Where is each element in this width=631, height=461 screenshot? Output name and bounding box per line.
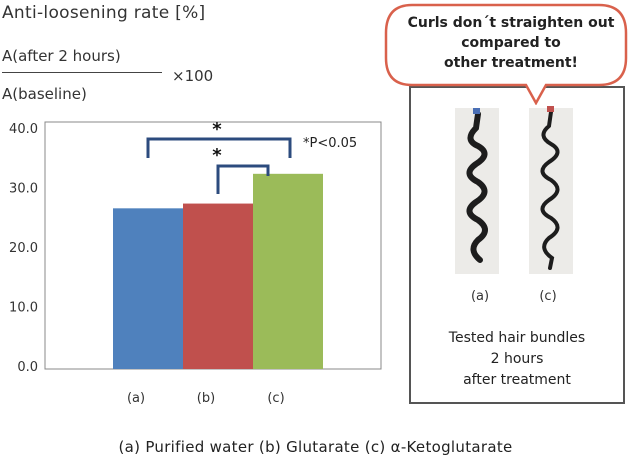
formula-multiplier: ×100: [172, 67, 214, 85]
formula-fraction-bar: [2, 72, 162, 73]
y-tick-label: 30.0: [9, 182, 38, 197]
significance-star-2: *: [212, 145, 222, 166]
y-tick-label: 10.0: [9, 301, 38, 316]
callout-line: other treatment!: [444, 55, 578, 71]
hair-clip-a: [473, 108, 480, 114]
y-axis-ticks: 0.0 10.0 20.0 30.0 40.0: [9, 122, 38, 375]
hair-photo-a: [455, 108, 499, 274]
significance-note: *P<0.05: [303, 136, 357, 151]
callout-line: Curls don´t straighten out: [407, 15, 615, 31]
y-tick-label: 20.0: [9, 241, 38, 256]
bar-0: [113, 208, 183, 369]
hair-clip-c: [547, 106, 554, 112]
x-tick-label: (c): [267, 391, 284, 406]
curled-hair-c: [540, 110, 560, 270]
y-tick-label: 40.0: [9, 122, 38, 137]
hair-photo-c: [529, 108, 573, 274]
callout-bubble: [384, 3, 628, 105]
x-axis-ticks: (a) (b) (c): [127, 391, 285, 406]
bar-2: [253, 173, 323, 369]
curled-hair-a: [466, 111, 488, 263]
significance-brackets: * *: [146, 119, 292, 194]
x-tick-label: (a): [127, 391, 145, 406]
callout-shape: [384, 3, 628, 105]
callout-line: compared to: [461, 35, 561, 51]
legend: (a) Purified water (b) Glutarate (c) α-K…: [118, 438, 513, 456]
significance-star-1: *: [212, 119, 222, 140]
bracket-a-c: [146, 137, 292, 158]
chart-title: Anti-loosening rate [%]: [2, 3, 206, 23]
bar-1: [183, 203, 253, 369]
bars: [113, 173, 323, 369]
formula-numerator: A(after 2 hours): [2, 47, 121, 65]
panel-caption: Tested hair bundles 2 hours after treatm…: [412, 328, 622, 391]
caption-line: Tested hair bundles: [448, 330, 586, 346]
bar-chart: 0.0 10.0 20.0 30.0 40.0 (a) (b) (c) * * *P<0.0…: [9, 119, 382, 406]
x-tick-label: (b): [197, 391, 215, 406]
callout-text: Curls don´t straighten out compared to o…: [391, 13, 631, 73]
caption-line: after treatment: [463, 372, 571, 388]
bracket-b-c: [216, 164, 270, 194]
hair-photos: (a) (c): [455, 106, 573, 304]
y-tick-label: 0.0: [17, 360, 38, 375]
hair-photo-panel: [409, 86, 625, 404]
formula-denominator: A(baseline): [2, 85, 87, 103]
hair-label-c: (c): [539, 289, 556, 304]
caption-line: 2 hours: [490, 351, 544, 367]
hair-label-a: (a): [471, 289, 489, 304]
